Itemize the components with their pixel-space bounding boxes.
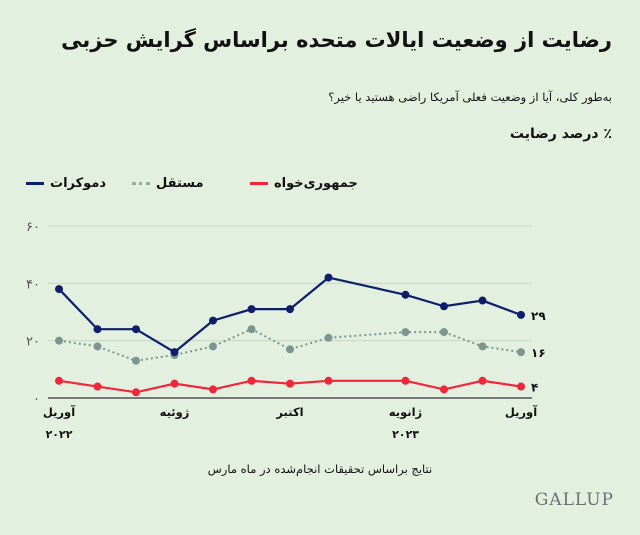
legend-label: دموکرات <box>50 176 107 191</box>
end-value-label: ۱۶ <box>531 346 546 360</box>
data-point <box>478 296 487 305</box>
data-point <box>55 285 63 294</box>
data-point <box>170 379 179 388</box>
series-line-0 <box>58 276 522 354</box>
data-point <box>401 376 410 385</box>
data-point <box>478 342 487 351</box>
x-tick-year: ۲۰۲۲ <box>46 428 73 441</box>
data-point <box>478 376 487 385</box>
x-tick-label: اکتبر <box>275 405 303 419</box>
data-point <box>132 356 140 365</box>
y-tick-label: ۴۰ <box>26 277 40 292</box>
data-point <box>517 382 525 391</box>
x-tick-label: ژانویه <box>389 405 422 420</box>
legend-item-independent: مستقل <box>132 176 204 191</box>
data-point <box>93 382 102 391</box>
footnote: نتایج براساس تحقیقات انجام‌شده در ماه ما… <box>207 462 433 476</box>
data-point <box>247 305 256 314</box>
data-point <box>324 273 333 282</box>
end-value-label: ۲۹ <box>531 309 546 323</box>
data-point <box>517 348 525 357</box>
gallup-logo: GALLUP <box>534 490 614 510</box>
line-chart: ۰ ۲۰ ۴۰ ۶۰ آوریل ۲۰۲۲ ژوئیه اکتبر ژانویه ۲۰۲۳ آوری… <box>26 220 546 441</box>
data-point <box>170 348 179 357</box>
data-point <box>286 379 294 388</box>
data-point <box>132 325 140 334</box>
legend-label: مستقل <box>156 176 204 191</box>
data-point <box>517 310 525 319</box>
data-point <box>93 325 102 334</box>
data-point <box>401 328 410 337</box>
data-point <box>55 376 63 385</box>
x-tick-label: آوریل <box>43 405 76 420</box>
legend-item-democrat: دموکرات <box>26 176 106 191</box>
chart-title: رضایت از وضعیت ایالات متحده براساس گرایش… <box>61 28 612 52</box>
data-point <box>209 316 217 325</box>
legend-swatch <box>26 182 44 185</box>
data-point <box>93 342 102 351</box>
x-tick-label: آوریل <box>505 405 538 420</box>
y-tick-label: ۰ <box>33 392 40 407</box>
series-line-1 <box>58 328 522 362</box>
data-point <box>55 336 63 345</box>
chart-subtitle: به‌طور کلی، آیا از وضعیت فعلی آمریکا راض… <box>328 90 612 104</box>
legend-item-republican: جمهوری‌خواه <box>250 176 358 191</box>
x-tick-label: ژوئیه <box>160 405 190 420</box>
y-tick-label: ۲۰ <box>26 335 40 350</box>
data-point <box>247 376 256 385</box>
legend-swatch <box>250 182 268 185</box>
legend-label: جمهوری‌خواه <box>274 176 358 191</box>
data-point <box>132 388 140 397</box>
end-value-label: ۴ <box>531 381 538 395</box>
data-point <box>209 342 217 351</box>
data-point <box>286 305 294 314</box>
data-point <box>324 333 333 342</box>
data-point <box>247 325 256 334</box>
y-tick-label: ۶۰ <box>26 220 40 235</box>
data-point <box>440 302 448 311</box>
x-tick-year: ۲۰۲۳ <box>392 428 419 441</box>
unit-label: ٪ درصد رضایت <box>509 126 612 142</box>
data-point <box>324 376 333 385</box>
data-point <box>440 385 448 394</box>
data-point <box>209 385 217 394</box>
data-point <box>440 328 448 337</box>
series-line-2 <box>58 379 522 394</box>
data-point <box>401 290 410 299</box>
legend-swatch <box>132 182 150 185</box>
data-point <box>286 345 294 354</box>
